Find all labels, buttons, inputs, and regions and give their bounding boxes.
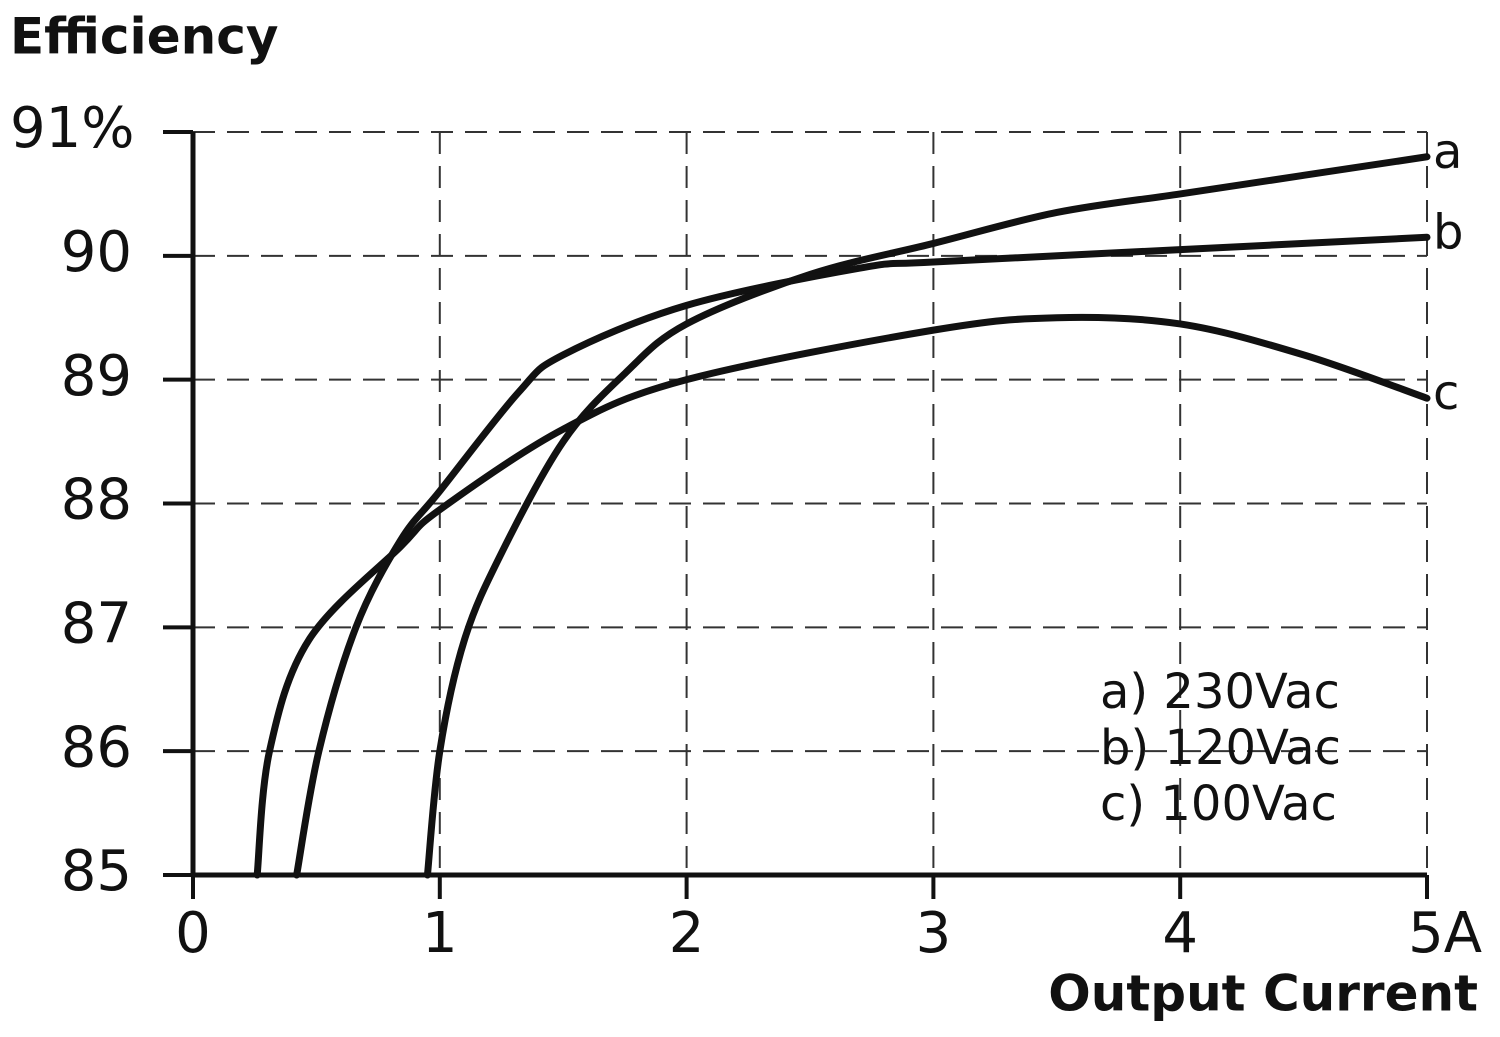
series-line	[253, 313, 1431, 879]
series-line	[423, 153, 1431, 879]
y-tick-label: 90	[61, 220, 132, 285]
x-tick-label: 1	[422, 901, 458, 966]
y-tick-label: 88	[61, 468, 132, 533]
x-tick-label: 4	[1162, 901, 1198, 966]
series-end-label: b	[1433, 204, 1463, 260]
x-tick-label: 5A	[1408, 901, 1482, 966]
series-end-label: c	[1433, 365, 1459, 421]
legend-label: a) 230Vac	[1100, 664, 1340, 720]
legend-label: c) 100Vac	[1100, 776, 1337, 832]
chart-title: Efficiency	[10, 8, 278, 66]
series-end-label: a	[1433, 124, 1462, 180]
y-tick-label: 91%	[10, 96, 134, 161]
x-axis-title: Output Current	[1048, 965, 1478, 1023]
y-tick-label: 89	[61, 344, 132, 409]
x-tick-label: 2	[669, 901, 705, 966]
x-tick-label: 0	[175, 901, 211, 966]
series-line	[293, 233, 1431, 879]
x-tick-label: 3	[916, 901, 952, 966]
y-tick-label: 85	[61, 839, 132, 904]
y-tick-label: 86	[61, 715, 132, 780]
y-tick-label: 87	[61, 591, 132, 656]
legend-label: b) 120Vac	[1100, 720, 1341, 776]
